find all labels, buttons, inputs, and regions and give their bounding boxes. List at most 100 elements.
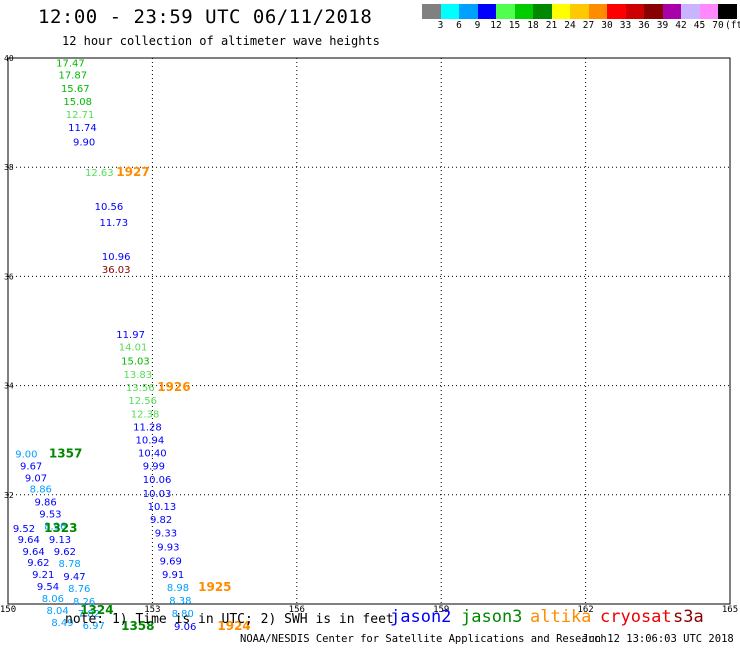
wave-height-label: 17.87 (59, 71, 88, 82)
scale-swatch (588, 4, 607, 19)
scale-label: 15 (508, 20, 521, 31)
wave-height-label: 15.67 (61, 84, 90, 95)
wave-height-label: 8.76 (68, 584, 90, 595)
wave-height-label: 9.06 (174, 622, 196, 633)
y-tick-label: 32 (4, 491, 14, 500)
scale-label: 36 (638, 20, 650, 31)
wave-height-label: 9.64 (18, 535, 40, 546)
pass-time-label: 1925 (198, 580, 231, 594)
wave-height-label: 10.94 (136, 435, 165, 446)
y-tick-label: 40 (4, 54, 14, 63)
wave-height-label: 8.96 (44, 522, 66, 533)
note-text: note: 1) Time is in UTC; 2) SWH is in fe… (65, 612, 394, 627)
wave-height-label: 13.83 (124, 370, 153, 381)
wave-height-label: 9.82 (150, 515, 172, 526)
pass-time-label: 1926 (157, 380, 190, 394)
wave-height-label: 10.40 (138, 449, 167, 460)
scale-swatch (459, 4, 478, 19)
wave-height-label: 9.93 (157, 542, 179, 553)
scale-swatch (496, 4, 515, 19)
wave-height-label: 8.98 (167, 583, 189, 594)
satellite-altika: altika (530, 607, 592, 627)
scale-label: 39 (656, 20, 669, 31)
wave-height-label: 8.06 (42, 594, 64, 605)
page-subtitle: 12 hour collection of altimeter wave hei… (62, 34, 380, 48)
scale-label: 42 (675, 20, 687, 31)
wave-height-label: 9.54 (37, 582, 59, 593)
color-scale-legend (422, 4, 737, 19)
wave-height-label: 12.63 (85, 168, 114, 179)
scale-label: 45 (693, 20, 706, 31)
wave-height-label: 9.62 (54, 547, 76, 558)
pass-time-label: 1924 (217, 619, 250, 633)
scale-label: 24 (564, 20, 576, 31)
scale-swatch (718, 4, 737, 19)
wave-height-label: 9.90 (73, 137, 95, 148)
wave-height-label: 10.06 (143, 475, 172, 486)
scale-swatch (551, 4, 570, 19)
timestamp-text: Jun 12 13:06:03 UTC 2018 (582, 633, 734, 645)
wave-height-label: 10.13 (148, 502, 177, 513)
scale-label: 3 (437, 20, 444, 31)
scale-label: 27 (582, 20, 595, 31)
plot-frame (7, 57, 731, 605)
wave-height-label: 13.56 (126, 383, 155, 394)
satellite-s3a: s3a (673, 607, 704, 627)
satellite-jason2: jason2 (390, 607, 452, 627)
wave-height-label: 9.69 (160, 557, 182, 568)
wave-height-label: 36.03 (102, 265, 131, 276)
wave-height-label: 9.13 (49, 535, 71, 546)
wave-height-label: 8.78 (59, 559, 81, 570)
wave-height-label: 14.01 (119, 343, 148, 354)
wave-height-label: 10.56 (95, 202, 124, 213)
scale-swatch (477, 4, 496, 19)
wave-height-label: 11.73 (99, 218, 128, 229)
scale-label: 6 (456, 20, 462, 31)
wave-height-label: 8.80 (172, 609, 194, 620)
wave-height-label: 12.38 (131, 409, 160, 420)
wave-height-label: 15.03 (121, 356, 150, 367)
wave-height-label: 12.71 (66, 110, 95, 121)
x-tick-label: 156 (289, 605, 305, 615)
x-tick-label: 153 (144, 605, 160, 615)
wave-height-label: 9.99 (143, 462, 165, 473)
scale-swatch (607, 4, 626, 19)
wave-height-label: 9.64 (22, 547, 44, 558)
wave-height-label: 11.74 (68, 123, 97, 134)
scale-swatch (422, 4, 441, 19)
scale-label: 18 (527, 20, 539, 31)
wave-height-label: 17.47 (56, 59, 85, 70)
pass-time-label: 1927 (116, 165, 149, 179)
scale-swatch (570, 4, 589, 19)
scale-swatch (533, 4, 552, 19)
wave-height-label: 9.67 (20, 462, 42, 473)
wave-height-label: 11.97 (116, 330, 145, 341)
x-tick-label: 159 (433, 605, 449, 615)
scale-label: 33 (619, 20, 632, 31)
pass-time-label: 1323 (44, 521, 77, 535)
wave-height-label: 15.08 (63, 97, 92, 108)
wave-height-label: 10.96 (102, 252, 131, 263)
scale-label: 21 (545, 20, 558, 31)
wave-height-label: 9.53 (39, 510, 61, 521)
wave-height-label: 8.04 (47, 606, 69, 617)
wave-height-label: 9.62 (27, 558, 49, 569)
wave-height-label: 8.38 (169, 596, 191, 607)
wave-height-label: 6.97 (83, 621, 105, 632)
scale-swatch (625, 4, 644, 19)
scale-label: 12 (490, 20, 502, 31)
wave-height-label: 10.03 (143, 489, 172, 500)
scale-label: (ft) (725, 20, 740, 31)
wave-height-label: 9.00 (15, 450, 37, 461)
scale-swatch (644, 4, 663, 19)
y-tick-label: 38 (4, 163, 14, 172)
wave-height-label: 9.91 (162, 570, 184, 581)
wave-height-label: 11.28 (133, 422, 162, 433)
x-tick-label: 165 (722, 605, 738, 615)
wave-height-label: 9.07 (25, 474, 47, 485)
scale-swatch (662, 4, 681, 19)
wave-height-label: 8.26 (73, 597, 95, 608)
satellite-cryosat: cryosat (600, 607, 672, 627)
